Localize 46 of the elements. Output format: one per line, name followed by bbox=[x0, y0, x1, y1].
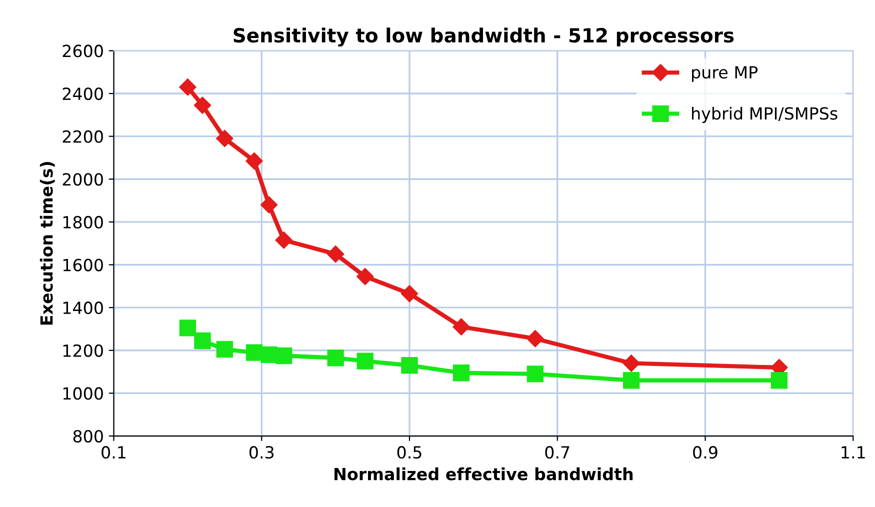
point bbox=[327, 246, 344, 263]
point bbox=[179, 78, 196, 96]
point bbox=[452, 318, 470, 336]
x-axis-title: Normalized effective bandwidth bbox=[334, 467, 633, 480]
x-tick-label: 0.9 bbox=[693, 446, 718, 459]
point bbox=[216, 340, 233, 358]
point bbox=[622, 354, 640, 372]
x-tick-label: 0.3 bbox=[249, 446, 274, 459]
point bbox=[194, 96, 212, 114]
point bbox=[400, 285, 418, 302]
point bbox=[246, 344, 263, 361]
point bbox=[194, 332, 211, 350]
point bbox=[622, 372, 640, 389]
point bbox=[526, 366, 544, 382]
y-tick-label: 1400 bbox=[63, 302, 103, 314]
point bbox=[356, 352, 374, 370]
legend-label: pure MP bbox=[692, 66, 758, 82]
x-tick-label: 1.1 bbox=[842, 446, 865, 458]
point bbox=[216, 130, 234, 148]
point bbox=[356, 268, 374, 286]
chart-title: Sensitivity to low bandwidth - 512 processors bbox=[234, 28, 734, 47]
point bbox=[246, 152, 263, 170]
point bbox=[260, 196, 278, 214]
legend-label: hybrid MPI/SMPSs bbox=[692, 106, 838, 123]
y-tick-label: 1600 bbox=[63, 258, 103, 272]
y-tick-label: 1800 bbox=[63, 216, 103, 229]
point bbox=[526, 330, 544, 348]
point bbox=[452, 364, 470, 382]
y-tick-label: 2000 bbox=[62, 173, 103, 186]
y-tick-label: 2400 bbox=[62, 87, 103, 100]
x-tick-label: 0.7 bbox=[545, 446, 570, 459]
x-tick-label: 0.1 bbox=[102, 446, 126, 459]
y-tick-label: 1200 bbox=[63, 344, 103, 357]
y-tick-label: 2600 bbox=[62, 44, 103, 58]
y-tick-label: 1000 bbox=[63, 387, 103, 400]
y-tick-label: 2200 bbox=[62, 130, 103, 143]
point bbox=[179, 320, 196, 336]
point bbox=[260, 346, 278, 364]
point bbox=[401, 357, 418, 374]
point bbox=[275, 232, 292, 249]
point bbox=[327, 350, 344, 366]
point bbox=[275, 347, 292, 364]
y-axis-title: Execution time(s) bbox=[40, 162, 55, 325]
y-tick-label: 800 bbox=[73, 430, 103, 443]
point bbox=[770, 372, 788, 389]
x-tick-label: 0.5 bbox=[397, 446, 422, 459]
